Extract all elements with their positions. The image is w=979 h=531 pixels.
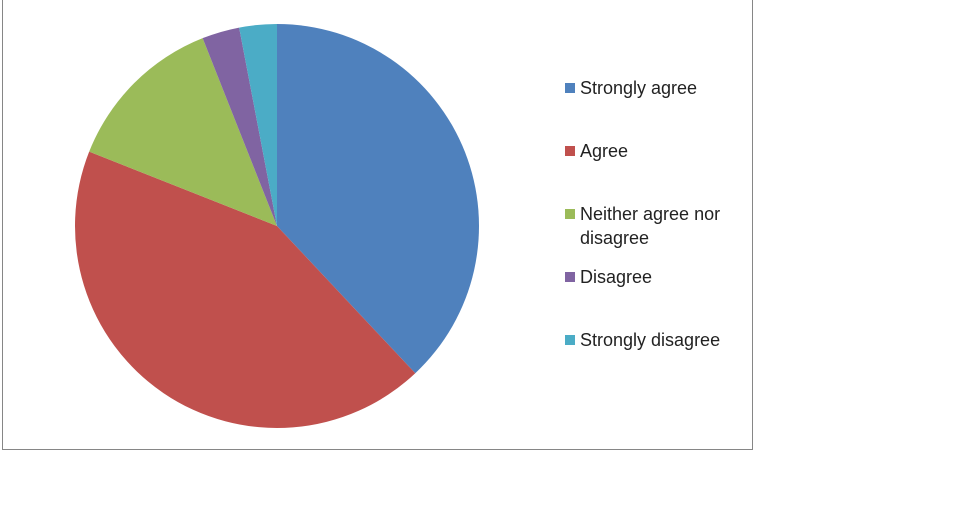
legend-item: Strongly disagree: [563, 328, 738, 391]
pie-slice: [75, 151, 416, 428]
legend-item: Neither agree nor disagree: [563, 202, 738, 265]
legend-label: Strongly disagree: [580, 330, 721, 350]
legend-label: Disagree: [580, 267, 653, 287]
legend-label: Neither agree nor disagree: [580, 204, 721, 248]
legend-swatch: [565, 209, 575, 219]
pie-slice: [89, 38, 277, 226]
legend-label: Agree: [580, 141, 629, 161]
legend-swatch: [565, 146, 575, 156]
legend-item: Strongly agree: [563, 76, 738, 139]
chart-frame: [2, 0, 753, 450]
legend-swatch: [565, 83, 575, 93]
legend-swatch: [565, 272, 575, 282]
pie-slice: [239, 24, 277, 226]
legend-item: Disagree: [563, 265, 738, 328]
legend-label: Strongly agree: [580, 78, 698, 98]
legend: Strongly agree Agree Neither agree nor dis…: [563, 76, 738, 391]
pie-slice: [277, 24, 479, 374]
legend-item: Agree: [563, 139, 738, 202]
pie-slice: [202, 27, 277, 227]
legend-swatch: [565, 335, 575, 345]
